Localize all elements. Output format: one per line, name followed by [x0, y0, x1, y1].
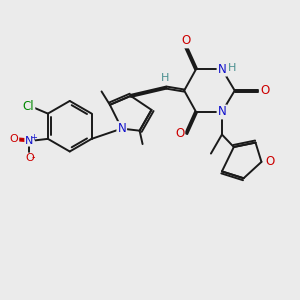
- Text: Cl: Cl: [23, 100, 34, 113]
- Text: -: -: [32, 152, 35, 162]
- Text: N: N: [117, 122, 126, 135]
- Text: O: O: [10, 134, 18, 144]
- Text: O: O: [182, 34, 191, 47]
- Text: O: O: [26, 154, 34, 164]
- Text: +: +: [30, 133, 37, 142]
- Text: O: O: [265, 155, 274, 168]
- Text: N: N: [25, 136, 34, 146]
- Text: H: H: [228, 63, 236, 73]
- Text: N: N: [218, 63, 226, 76]
- Text: O: O: [175, 127, 184, 140]
- Text: H: H: [161, 73, 169, 83]
- Text: N: N: [218, 106, 226, 118]
- Text: O: O: [260, 84, 270, 97]
